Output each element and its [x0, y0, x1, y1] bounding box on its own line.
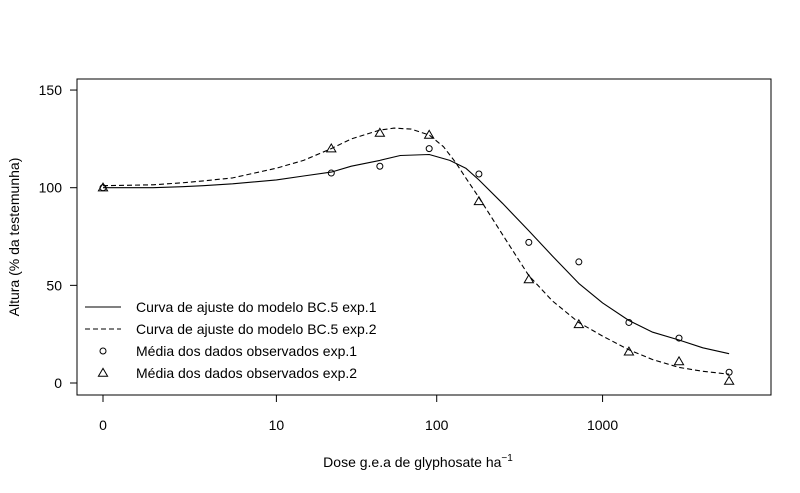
y-tick-label: 150 [39, 82, 63, 98]
data-point-exp1 [625, 318, 633, 326]
data-point-exp2 [374, 127, 386, 137]
data-point-exp1 [675, 334, 683, 342]
data-point-exp2 [573, 318, 585, 329]
data-point-exp1 [376, 162, 384, 170]
data-point-exp1 [475, 170, 483, 178]
data-point-exp1 [575, 258, 583, 266]
legend-label: Curva de ajuste do modelo BC.5 exp.1 [136, 299, 377, 315]
x-tick-label: 10 [269, 417, 285, 433]
y-tick-label: 0 [54, 375, 62, 391]
x-tick-label: 0 [99, 417, 107, 433]
data-point-exp2 [325, 143, 337, 153]
data-point-exp1 [425, 145, 433, 153]
data-point-exp2 [423, 129, 435, 139]
fit-curve-exp1 [103, 153, 730, 355]
x-axis: 0 10 100 1000 [99, 394, 618, 433]
legend-label: Curva de ajuste do modelo BC.5 exp.2 [136, 321, 377, 337]
y-tick-label: 100 [39, 180, 63, 196]
legend-label: Média dos dados observados exp.2 [136, 365, 357, 381]
data-point-exp2 [473, 195, 485, 206]
x-axis-label-text: Dose g.e.a de glyphosate ha [323, 454, 501, 470]
data-point-exp2 [673, 355, 685, 366]
data-point-exp1 [327, 169, 335, 177]
x-tick-label: 1000 [587, 417, 618, 433]
y-axis: 0 50 100 150 [39, 82, 78, 391]
data-point-exp2 [723, 375, 735, 385]
x-axis-label: Dose g.e.a de glyphosate ha−1 [323, 453, 513, 470]
data-point-exp1 [525, 238, 533, 246]
data-point-exp1 [725, 368, 733, 376]
legend-label: Média dos dados observados exp.1 [136, 343, 357, 359]
legend-symbol-triangle [97, 367, 109, 377]
legend: Curva de ajuste do modelo BC.5 exp.1 Curv… [85, 299, 377, 381]
fit-curve-exp2 [102, 127, 730, 375]
y-tick-label: 50 [46, 277, 62, 293]
data-point-exp2 [523, 273, 535, 284]
legend-symbol-circle [99, 347, 107, 355]
data-point-exp2 [623, 346, 635, 356]
x-axis-label-superscript: −1 [501, 453, 513, 464]
data-point-exp2 [97, 182, 109, 192]
y-axis-label: Altura (% da testemunha) [6, 158, 22, 317]
x-tick-label: 100 [425, 417, 449, 433]
fitted-curves [102, 127, 730, 375]
observed-points [97, 127, 735, 385]
